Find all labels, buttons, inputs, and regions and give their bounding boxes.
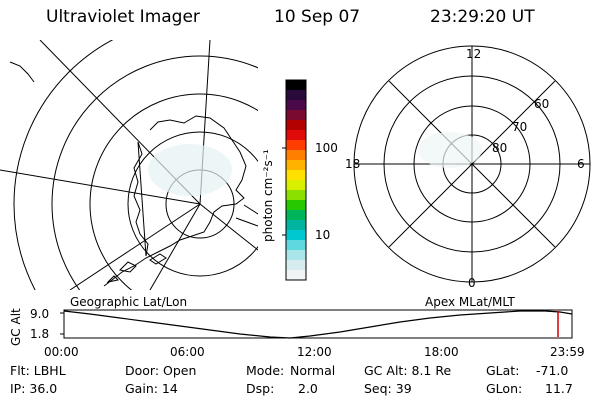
colorbar-segment xyxy=(286,150,306,161)
date-label: 10 Sep 07 xyxy=(274,7,361,27)
gain-info: Gain: 14 xyxy=(125,381,178,396)
lat-circle-5 xyxy=(13,40,114,290)
xtick-1800: 18:00 xyxy=(424,345,459,359)
colorbar-unit-label: photon cm⁻²s⁻¹ xyxy=(261,149,275,242)
mode-value: Normal xyxy=(290,363,336,378)
colorbar-segment xyxy=(286,230,306,241)
mode-label: Mode: xyxy=(246,363,285,378)
africa-coast-fragment xyxy=(9,61,35,83)
geographic-map xyxy=(0,40,258,290)
altitude-trace xyxy=(63,310,573,339)
colorbar-segment xyxy=(286,80,306,91)
seq-info: Seq: 39 xyxy=(364,381,412,396)
colorbar xyxy=(286,80,306,281)
colorbar-segment xyxy=(286,240,306,251)
geographic-caption: Geographic Lat/Lon xyxy=(70,295,188,309)
glon-value: 11.7 xyxy=(545,381,573,396)
apex-caption: Apex MLat/MLT xyxy=(425,295,515,309)
ytick-1-8: 1.8 xyxy=(30,327,50,341)
filter-info: Flt: LBHL xyxy=(10,363,66,378)
mlat-mlt-polar-plot xyxy=(353,45,591,283)
colorbar-segment xyxy=(286,250,306,261)
colorbar-segment xyxy=(286,170,306,181)
xtick-2359: 23:59 xyxy=(550,345,585,359)
meridian-6 xyxy=(149,203,201,290)
glon-label: GLon: xyxy=(486,381,523,396)
lat-circle-3 xyxy=(89,93,258,290)
colorbar-frame xyxy=(285,79,307,281)
colorbar-segment xyxy=(286,180,306,191)
door-info: Door: Open xyxy=(125,363,197,378)
time-label: 23:29:20 UT xyxy=(430,7,535,27)
mlt-label-6: 6 xyxy=(577,157,585,171)
colorbar-segment xyxy=(286,110,306,121)
colorbar-segment xyxy=(286,140,306,151)
colorbar-segment xyxy=(286,190,306,201)
meridian-3 xyxy=(69,203,201,290)
gc-alt-info: GC Alt: 8.1 Re xyxy=(364,363,452,378)
ip-info: IP: 36.0 xyxy=(10,381,58,396)
ytick-9: 9.0 xyxy=(30,307,50,321)
colorbar-segment xyxy=(286,210,306,221)
mlt-label-12: 12 xyxy=(466,47,482,61)
glat-label: GLat: xyxy=(486,363,520,378)
antarctica-coastline xyxy=(103,115,247,287)
lat-circle-2 xyxy=(127,131,258,277)
colorbar-segment xyxy=(286,130,306,141)
meridian-2 xyxy=(0,169,201,205)
lat-circle-4 xyxy=(51,55,258,290)
gc-alt-axis-title: GC Alt xyxy=(9,308,23,346)
australia-fragment xyxy=(235,204,258,227)
colorbar-segment xyxy=(286,270,306,281)
dsp-value: 2.0 xyxy=(298,381,318,396)
mlt-label-18: 18 xyxy=(345,157,361,171)
mlat-label-70: 70 xyxy=(512,120,528,134)
instrument-title: Ultraviolet Imager xyxy=(46,7,200,27)
colorbar-segment xyxy=(286,200,306,211)
colorbar-segment xyxy=(286,160,306,171)
xtick-0600: 06:00 xyxy=(170,345,205,359)
altitude-frame xyxy=(63,309,573,339)
colorbar-label-100: 100 xyxy=(315,141,338,155)
meridian-5 xyxy=(199,203,258,251)
xtick-0000: 00:00 xyxy=(44,345,79,359)
xtick-1200: 12:00 xyxy=(297,345,332,359)
antarctic-islands xyxy=(106,253,167,283)
colorbar-segment xyxy=(286,100,306,111)
colorbar-label-10: 10 xyxy=(315,228,331,242)
colorbar-segment xyxy=(286,220,306,231)
colorbar-segment xyxy=(286,120,306,131)
mlat-label-60: 60 xyxy=(534,97,550,111)
mlat-label-80: 80 xyxy=(492,141,508,155)
mlt-label-0: 0 xyxy=(468,276,476,290)
dsp-label: Dsp: xyxy=(246,381,275,396)
colorbar-segment xyxy=(286,90,306,101)
glat-value: -71.0 xyxy=(536,363,569,378)
colorbar-segment xyxy=(286,260,306,271)
